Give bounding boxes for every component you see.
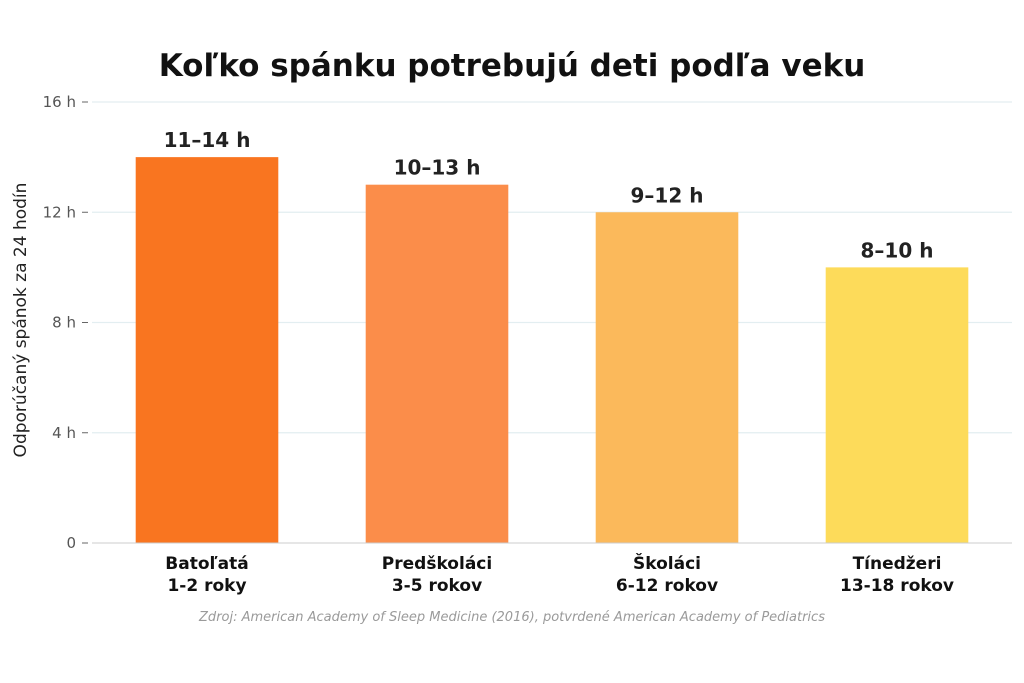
y-tick-label: 4 h xyxy=(52,424,76,442)
category-age-label: 1-2 roky xyxy=(167,576,246,596)
chart-title: Koľko spánku potrebujú deti podľa veku xyxy=(158,48,866,84)
bar xyxy=(365,184,509,543)
bar xyxy=(135,157,279,543)
y-tick-label: 12 h xyxy=(43,203,76,221)
bar xyxy=(825,267,969,543)
y-axis: 0 4 h 8 h 12 h 16 h xyxy=(43,93,88,552)
category-label: Školáci xyxy=(633,552,701,574)
category-label: Predškoláci xyxy=(382,554,492,574)
bar-value-label: 11–14 h xyxy=(164,128,251,152)
y-tick-label: 0 xyxy=(66,534,76,552)
bars xyxy=(135,157,969,543)
y-tick-label: 16 h xyxy=(43,93,76,111)
bar-value-label: 8–10 h xyxy=(861,238,934,262)
category-label: Tínedžeri xyxy=(853,554,942,574)
bar-value-label: 9–12 h xyxy=(631,183,704,207)
bar-value-label: 10–13 h xyxy=(394,156,481,180)
y-axis-title: Odporúčaný spánok za 24 hodín xyxy=(11,183,31,458)
bar xyxy=(595,212,739,543)
y-tick-label: 8 h xyxy=(52,314,76,332)
category-age-label: 6-12 rokov xyxy=(616,576,718,596)
source-note: Zdroj: American Academy of Sleep Medicin… xyxy=(199,610,825,625)
category-age-label: 3-5 rokov xyxy=(392,576,482,596)
value-labels: 11–14 h 10–13 h 9–12 h 8–10 h xyxy=(164,128,934,262)
category-age-label: 13-18 rokov xyxy=(840,576,954,596)
category-label: Batoľatá xyxy=(165,554,248,574)
